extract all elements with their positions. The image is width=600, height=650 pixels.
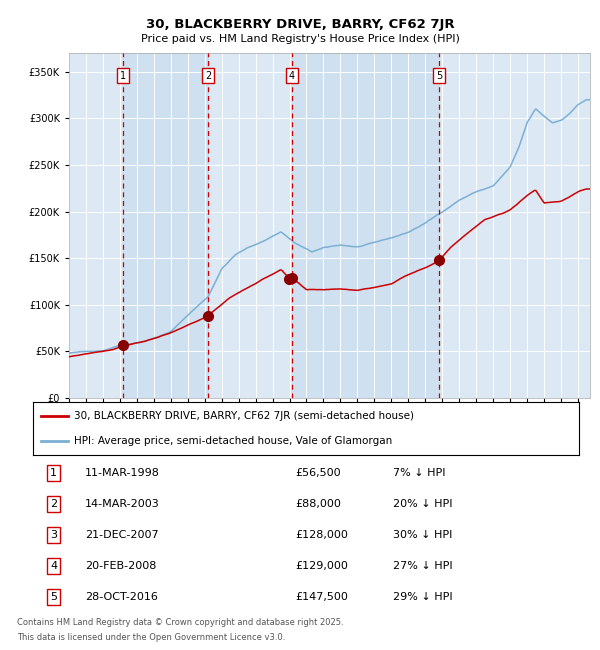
Text: 1: 1 (120, 71, 126, 81)
Text: 4: 4 (50, 561, 58, 571)
Text: £88,000: £88,000 (295, 499, 341, 509)
Text: 11-MAR-1998: 11-MAR-1998 (85, 468, 160, 478)
Text: £56,500: £56,500 (295, 468, 341, 478)
Text: This data is licensed under the Open Government Licence v3.0.: This data is licensed under the Open Gov… (17, 633, 285, 642)
Text: 20-FEB-2008: 20-FEB-2008 (85, 561, 156, 571)
Text: 30, BLACKBERRY DRIVE, BARRY, CF62 7JR (semi-detached house): 30, BLACKBERRY DRIVE, BARRY, CF62 7JR (s… (74, 411, 414, 421)
Text: 21-DEC-2007: 21-DEC-2007 (85, 530, 158, 540)
Text: £129,000: £129,000 (295, 561, 348, 571)
Text: 29% ↓ HPI: 29% ↓ HPI (394, 592, 453, 602)
Text: 5: 5 (436, 71, 442, 81)
Text: 28-OCT-2016: 28-OCT-2016 (85, 592, 158, 602)
Text: 30% ↓ HPI: 30% ↓ HPI (394, 530, 453, 540)
Text: 3: 3 (50, 530, 57, 540)
Text: 5: 5 (50, 592, 57, 602)
Text: £128,000: £128,000 (295, 530, 348, 540)
Bar (123, 53, 208, 398)
Text: 7% ↓ HPI: 7% ↓ HPI (394, 468, 446, 478)
Text: 1: 1 (50, 468, 57, 478)
Text: 20% ↓ HPI: 20% ↓ HPI (394, 499, 453, 509)
Text: 27% ↓ HPI: 27% ↓ HPI (394, 561, 453, 571)
Text: Contains HM Land Registry data © Crown copyright and database right 2025.: Contains HM Land Registry data © Crown c… (17, 618, 343, 627)
Text: 14-MAR-2003: 14-MAR-2003 (85, 499, 160, 509)
Text: 2: 2 (50, 499, 58, 509)
Text: Price paid vs. HM Land Registry's House Price Index (HPI): Price paid vs. HM Land Registry's House … (140, 34, 460, 44)
Text: HPI: Average price, semi-detached house, Vale of Glamorgan: HPI: Average price, semi-detached house,… (74, 436, 392, 446)
Bar (292, 53, 439, 398)
Text: £147,500: £147,500 (295, 592, 348, 602)
Text: 30, BLACKBERRY DRIVE, BARRY, CF62 7JR: 30, BLACKBERRY DRIVE, BARRY, CF62 7JR (146, 18, 454, 31)
Text: 4: 4 (289, 71, 295, 81)
Text: 2: 2 (205, 71, 211, 81)
